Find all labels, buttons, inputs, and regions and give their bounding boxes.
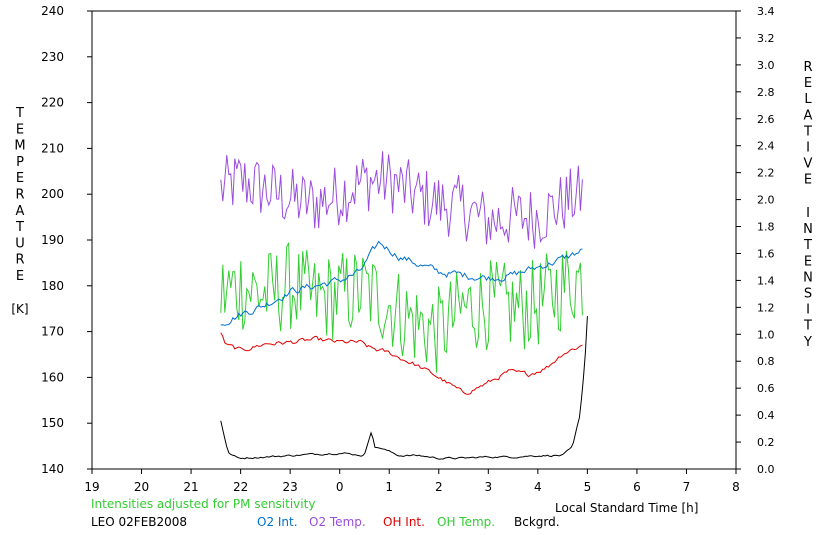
x-tick-label: 21: [183, 480, 198, 494]
right-axis-letter: V: [804, 157, 813, 172]
right-axis-letter: N: [803, 270, 813, 285]
legend-item: Bckgrd.: [514, 515, 560, 529]
right-axis-letter: N: [803, 222, 813, 237]
right-tick-label: 2.6: [757, 113, 775, 126]
x-tick-label: 20: [134, 480, 149, 494]
right-axis-letter: I: [806, 303, 810, 318]
right-axis-letter: L: [804, 92, 812, 107]
right-tick-label: 1.6: [757, 247, 775, 260]
right-tick-label: 2.2: [757, 167, 775, 180]
right-tick-label: 1.4: [757, 274, 775, 287]
series-line-oh-temp: [220, 242, 583, 373]
left-tick-label: 180: [41, 279, 64, 293]
right-tick-label: 3.0: [757, 59, 775, 72]
right-tick-label: 1.2: [757, 301, 775, 314]
left-axis: 140 150 160 170 180 190 200 210 220 230 240: [41, 4, 92, 476]
x-tick-label: 3: [484, 480, 492, 494]
right-axis-letter: R: [803, 60, 812, 75]
note-text: Intensities adjusted for PM sensitivity: [91, 497, 315, 511]
left-axis-letter: T: [15, 220, 24, 235]
right-tick-label: 1.8: [757, 221, 775, 234]
x-tick-label: 23: [283, 480, 298, 494]
x-axis: 19 20 21 22 23 0 1 2 3 4 5 6 7 8: [84, 469, 740, 494]
left-axis-letter: R: [15, 253, 24, 268]
left-tick-label: 140: [41, 462, 64, 476]
right-tick-label: 0.8: [757, 355, 775, 368]
right-axis-letter: E: [804, 173, 812, 188]
right-axis-letter: A: [804, 108, 813, 123]
right-axis-letter: Y: [803, 335, 812, 350]
series-line-oh-int: [220, 332, 583, 395]
right-axis: 0.0 0.2 0.4 0.6 0.8 1.0 1.2 1.4 1.6 1.8 2.0 2.2 2.4 2…: [736, 5, 775, 476]
series-group: [220, 151, 588, 460]
right-axis-letter: E: [804, 254, 812, 269]
right-axis-letter: I: [806, 141, 810, 156]
legend: O2 Int. O2 Temp. OH Int. OH Temp. Bckgrd.: [257, 515, 560, 529]
left-axis-letter: P: [16, 155, 24, 170]
legend-item: OH Temp.: [437, 515, 495, 529]
x-tick-label: 2: [435, 480, 443, 494]
x-tick-label: 22: [233, 480, 248, 494]
left-axis-letter: U: [15, 236, 25, 251]
left-axis-letter: E: [16, 122, 24, 137]
right-tick-label: 0.2: [757, 436, 775, 449]
right-axis-letter: E: [804, 76, 812, 91]
series-line-o2-int: [220, 240, 583, 326]
right-tick-label: 0.6: [757, 382, 775, 395]
right-tick-label: 3.4: [757, 5, 775, 18]
x-axis-label: Local Standard Time [h]: [555, 501, 698, 515]
right-tick-label: 2.4: [757, 140, 775, 153]
x-tick-label: 7: [683, 480, 691, 494]
x-tick-label: 19: [84, 480, 99, 494]
left-tick-label: 230: [41, 50, 64, 64]
x-tick-label: 0: [336, 480, 344, 494]
series-line-bckgrd: [220, 316, 588, 460]
x-tick-label: 1: [385, 480, 393, 494]
left-axis-letter: M: [14, 139, 25, 154]
left-tick-label: 200: [41, 187, 64, 201]
right-tick-label: 2.8: [757, 86, 775, 99]
right-axis-letter: T: [803, 319, 812, 334]
left-tick-label: 210: [41, 141, 64, 155]
x-tick-label: 8: [732, 480, 740, 494]
right-tick-label: 0.0: [757, 463, 775, 476]
legend-item: O2 Temp.: [309, 515, 366, 529]
left-axis-letter: R: [15, 188, 24, 203]
right-tick-label: 1.0: [757, 328, 775, 341]
plot-frame: [91, 10, 737, 470]
left-tick-label: 160: [41, 370, 64, 384]
left-tick-label: 150: [41, 416, 64, 430]
right-axis-letter: T: [803, 238, 812, 253]
left-axis-unit: [K]: [11, 302, 28, 316]
right-tick-label: 2.0: [757, 194, 775, 207]
left-tick-label: 240: [41, 4, 64, 18]
x-tick-label: 5: [584, 480, 592, 494]
left-axis-letter: E: [16, 171, 24, 186]
station-label: LEO 02FEB2008: [91, 515, 187, 529]
left-tick-label: 190: [41, 233, 64, 247]
x-tick-label: 6: [633, 480, 641, 494]
left-tick-label: 220: [41, 96, 64, 110]
right-axis-letter: S: [804, 287, 812, 302]
right-tick-label: 0.4: [757, 409, 775, 422]
left-tick-label: 170: [41, 325, 64, 339]
right-tick-label: 3.2: [757, 32, 775, 45]
right-axis-letter: T: [803, 124, 812, 139]
x-tick-label: 4: [534, 480, 542, 494]
left-axis-letter: T: [15, 106, 24, 121]
left-axis-letter: A: [16, 204, 25, 219]
left-axis-letter: E: [16, 269, 24, 284]
series-line-o2-temp: [220, 151, 583, 249]
right-axis-letter: I: [806, 206, 810, 221]
legend-item: OH Int.: [383, 515, 425, 529]
legend-item: O2 Int.: [257, 515, 298, 529]
